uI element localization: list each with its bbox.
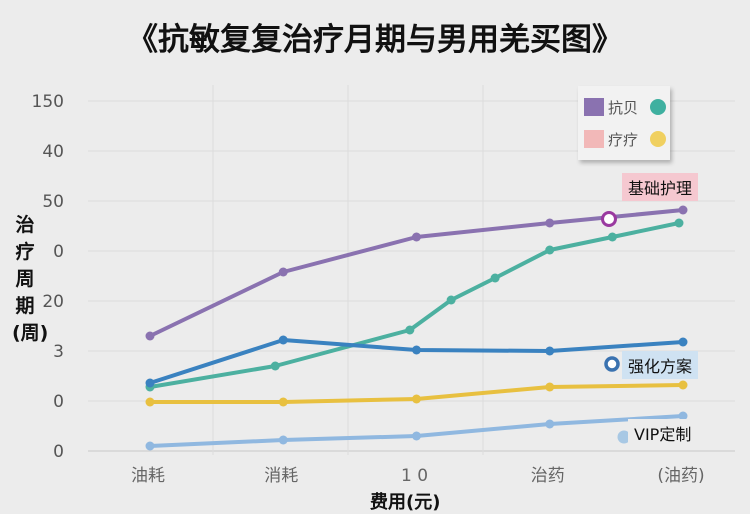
x-tick-label: 1 0 <box>401 466 428 486</box>
y-tick-label: 0 <box>53 442 64 462</box>
legend-dot <box>650 131 667 147</box>
data-point <box>270 361 280 371</box>
x-tick-label: 油耗 <box>131 466 165 486</box>
data-point <box>412 345 421 355</box>
data-point <box>145 331 155 341</box>
series-line <box>148 208 685 338</box>
data-point <box>145 397 155 407</box>
annotation-vip: VIP定制 <box>628 419 698 447</box>
data-point <box>545 382 555 392</box>
legend: 抗贝 疗疗 <box>578 86 670 160</box>
data-point <box>607 232 617 242</box>
data-point <box>145 441 155 451</box>
data-point <box>446 295 456 305</box>
legend-swatch <box>584 98 604 116</box>
data-point <box>678 380 688 390</box>
legend-swatch <box>584 130 604 148</box>
legend-label: 疗疗 <box>608 130 639 149</box>
data-point <box>278 435 288 445</box>
data-point <box>412 394 421 404</box>
legend-item: 抗贝 <box>584 96 667 118</box>
data-point <box>405 325 415 335</box>
legend-dot <box>650 99 667 115</box>
legend-label: 抗贝 <box>608 98 639 117</box>
x-tick-label: (油药) <box>657 466 704 486</box>
annotation-enhanced-plan: 强化方案 <box>622 351 699 379</box>
x-tick-label: 治药 <box>531 466 565 486</box>
y-tick-label: 50 <box>42 192 64 212</box>
data-point <box>145 378 155 388</box>
x-tick-label: 消耗 <box>264 466 298 486</box>
data-point <box>678 337 688 347</box>
data-point <box>278 397 288 407</box>
y-tick-label: 20 <box>42 292 64 312</box>
series-line <box>148 414 685 448</box>
data-point <box>678 205 688 215</box>
data-point <box>674 218 684 228</box>
data-point <box>545 346 555 356</box>
y-tick-label: 150 <box>32 92 64 112</box>
chart-title: 《抗敏复复治疗月期与男用羌买图》 <box>127 22 623 58</box>
data-point <box>278 335 288 345</box>
data-point <box>412 431 421 441</box>
data-point <box>490 273 500 283</box>
data-point <box>545 218 555 228</box>
y-tick-label: 3 <box>53 342 64 362</box>
data-point <box>412 232 421 242</box>
series-line <box>148 221 682 389</box>
y-tick-label: 0 <box>53 242 64 262</box>
data-point <box>678 411 688 421</box>
data-point <box>545 245 555 255</box>
highlight-marker <box>604 356 620 372</box>
y-tick-label: 40 <box>42 142 64 162</box>
legend-item: 疗疗 <box>584 128 667 150</box>
highlight-marker <box>601 211 617 227</box>
data-point <box>545 419 555 429</box>
annotation-basic-care: 基础护理 <box>622 173 699 201</box>
highlight-marker <box>617 430 631 444</box>
y-tick-label: 0 <box>53 392 64 412</box>
data-point <box>278 267 288 277</box>
